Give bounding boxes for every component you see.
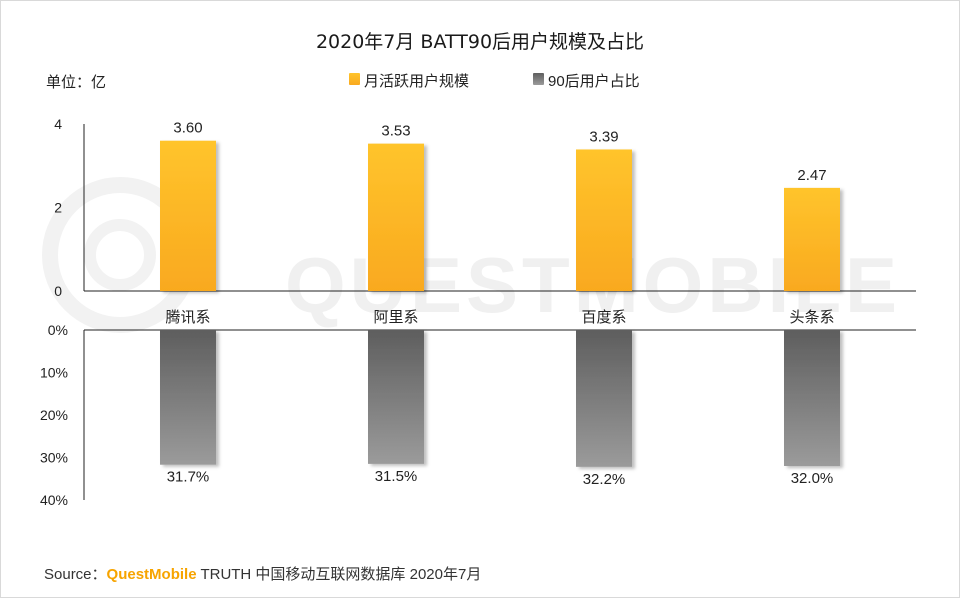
data-label-90s-share: 31.5%: [375, 468, 418, 485]
bar-90s-share-cat-3: [784, 330, 840, 466]
source-brand: QuestMobile: [106, 566, 197, 583]
chart-title: 2020年7月 BATT90后用户规模及占比: [316, 31, 644, 53]
data-label-90s-share: 31.7%: [167, 469, 210, 486]
bar-90s-share-cat-2: [576, 330, 632, 467]
y-tick-label-lower: 0%: [48, 322, 68, 338]
bar-90s-share-cat-1: [368, 330, 424, 464]
source-note: Source：QuestMobile TRUTH 中国移动互联网数据库 2020…: [44, 563, 481, 584]
legend-label-active-users: 月活跃用户规模: [364, 73, 469, 90]
bar-active-users-cat-3: [784, 187, 840, 291]
y-tick-label-lower: 20%: [40, 407, 68, 423]
bar-90s-share-cat-0: [160, 330, 216, 465]
x-tick-label: 阿里系: [373, 309, 418, 326]
unit-label: 单位：亿: [46, 74, 106, 91]
data-label-90s-share: 32.2%: [583, 471, 626, 488]
x-tick-label: 头条系: [789, 309, 834, 326]
y-tick-label-upper: 2: [54, 200, 62, 216]
data-label-active-users: 3.53: [381, 123, 410, 140]
bar-active-users-cat-1: [368, 143, 424, 291]
y-tick-label-lower: 30%: [40, 450, 68, 466]
legend-label-90s-share: 90后用户占比: [548, 73, 640, 90]
data-label-90s-share: 32.0%: [791, 470, 834, 487]
legend: 月活跃用户规模 90后用户占比: [349, 73, 640, 90]
source-prefix: Source：: [44, 566, 107, 583]
y-tick-label-upper: 4: [54, 116, 62, 132]
x-tick-label: 百度系: [581, 309, 626, 326]
bar-active-users-cat-0: [160, 140, 216, 291]
legend-swatch-active-users: [349, 73, 360, 85]
data-label-active-users: 3.60: [173, 120, 202, 137]
x-tick-label: 腾讯系: [165, 309, 210, 326]
y-tick-label-lower: 40%: [40, 492, 68, 508]
y-tick-label-upper: 0: [54, 283, 62, 299]
data-label-active-users: 2.47: [797, 167, 826, 184]
source-text: TRUTH 中国移动互联网数据库 2020年7月: [196, 566, 482, 583]
data-label-active-users: 3.39: [589, 128, 618, 145]
watermark-logo-core: [84, 219, 156, 291]
legend-swatch-90s-share: [533, 73, 544, 85]
bar-active-users-cat-2: [576, 149, 632, 291]
y-tick-label-lower: 10%: [40, 365, 68, 381]
